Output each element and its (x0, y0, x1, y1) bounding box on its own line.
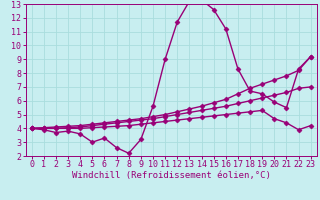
X-axis label: Windchill (Refroidissement éolien,°C): Windchill (Refroidissement éolien,°C) (72, 171, 271, 180)
